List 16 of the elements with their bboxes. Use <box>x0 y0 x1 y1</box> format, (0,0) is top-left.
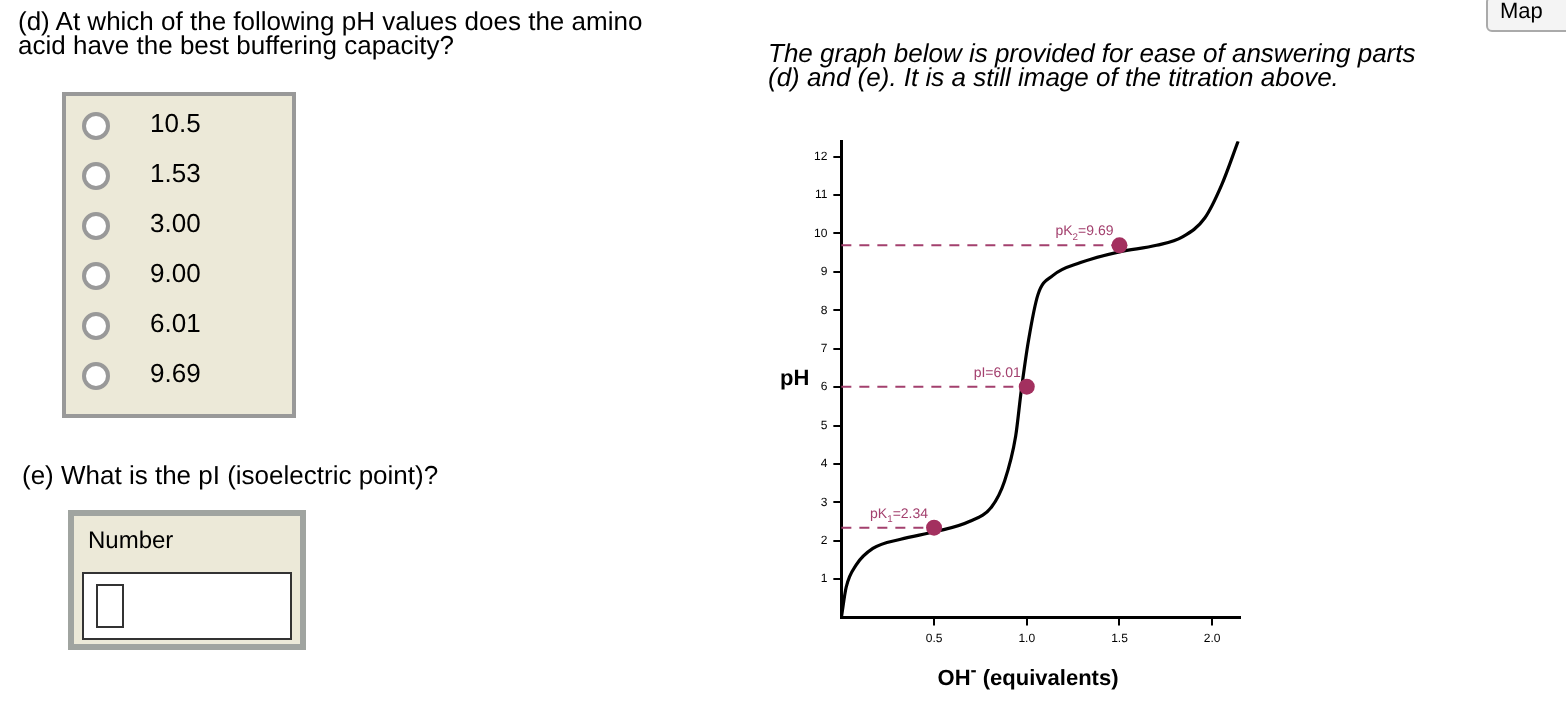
text: 3.00 <box>150 208 201 238</box>
text: 1.53 <box>150 158 201 188</box>
x-axis-title: OH$^{-}$ (equivalents) <box>935 660 1121 692</box>
point <box>926 519 943 536</box>
point <box>1018 378 1035 395</box>
text: 10.5 <box>150 108 201 138</box>
text: 6.01 <box>150 308 201 338</box>
chart-title: The graph below is provided for ease of answering parts (d) and (e). It is a still image of the titration above. <box>768 38 1418 92</box>
text: 9.00 <box>150 258 201 288</box>
text: (d) At which of the following pH values does the amino acid have the best buffering capacity? <box>18 6 645 60</box>
y-axis-title: pH <box>780 367 810 392</box>
text: 9.69 <box>150 358 201 388</box>
point <box>1111 237 1128 254</box>
text: Number <box>88 526 174 554</box>
text: (e) What is the pI (isoelectric point)? <box>22 460 439 490</box>
text: Map <box>1500 0 1543 24</box>
